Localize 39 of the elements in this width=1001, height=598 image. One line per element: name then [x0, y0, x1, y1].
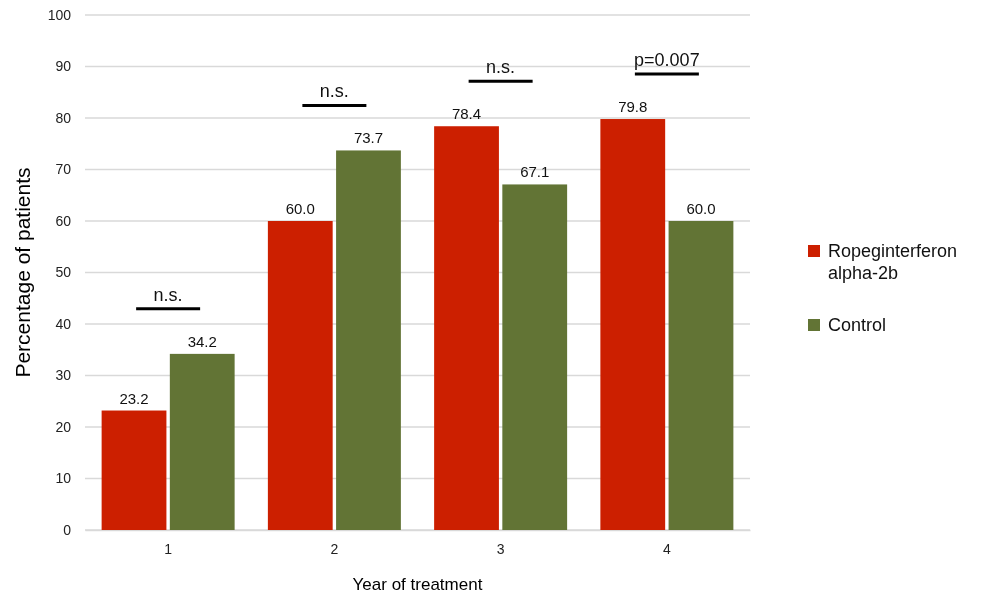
annotation: n.s. — [486, 57, 516, 78]
legend-label: Ropeginterferon alpha-2b — [828, 241, 958, 283]
y-tick-label: 20 — [55, 418, 72, 435]
bar — [502, 184, 568, 530]
x-tick-label: 2 — [330, 540, 339, 557]
bar — [169, 353, 235, 530]
data-label: 60.0 — [285, 200, 315, 217]
data-label: 34.2 — [187, 332, 217, 350]
x-tick-label: 1 — [164, 540, 173, 557]
bar — [434, 126, 499, 530]
y-tick-label: 40 — [55, 315, 72, 332]
x-tick-label: 3 — [496, 540, 505, 557]
y-tick-label: 10 — [55, 470, 72, 487]
x-tick-label: 4 — [662, 540, 671, 557]
y-tick-label: 100 — [47, 6, 72, 23]
data-label: 23.2 — [119, 389, 149, 407]
y-tick-label: 0 — [63, 521, 72, 538]
y-tick-label: 50 — [55, 264, 72, 281]
data-label: 79.8 — [618, 98, 648, 116]
bar — [267, 221, 333, 530]
x-axis-title: Year of treatment — [352, 575, 483, 594]
data-label: 73.7 — [353, 129, 384, 147]
y-tick-label: 80 — [55, 109, 72, 126]
annotation: n.s. — [319, 81, 349, 102]
y-tick-label: 60 — [55, 212, 72, 229]
legend-label: Control — [828, 315, 887, 335]
data-label: 78.4 — [451, 105, 482, 123]
annotation: p=0.007 — [634, 50, 700, 71]
data-label: 67.1 — [520, 163, 550, 181]
bar — [668, 221, 734, 530]
y-tick-label: 90 — [55, 58, 72, 75]
bar — [101, 410, 167, 530]
annotation: n.s. — [153, 284, 183, 305]
bar — [600, 119, 666, 530]
data-label: 60.0 — [686, 200, 716, 217]
bar — [336, 150, 401, 530]
y-tick-label: 30 — [55, 367, 72, 384]
y-tick-label: 70 — [55, 161, 72, 178]
y-axis-title: Percentage of patients — [11, 167, 34, 378]
